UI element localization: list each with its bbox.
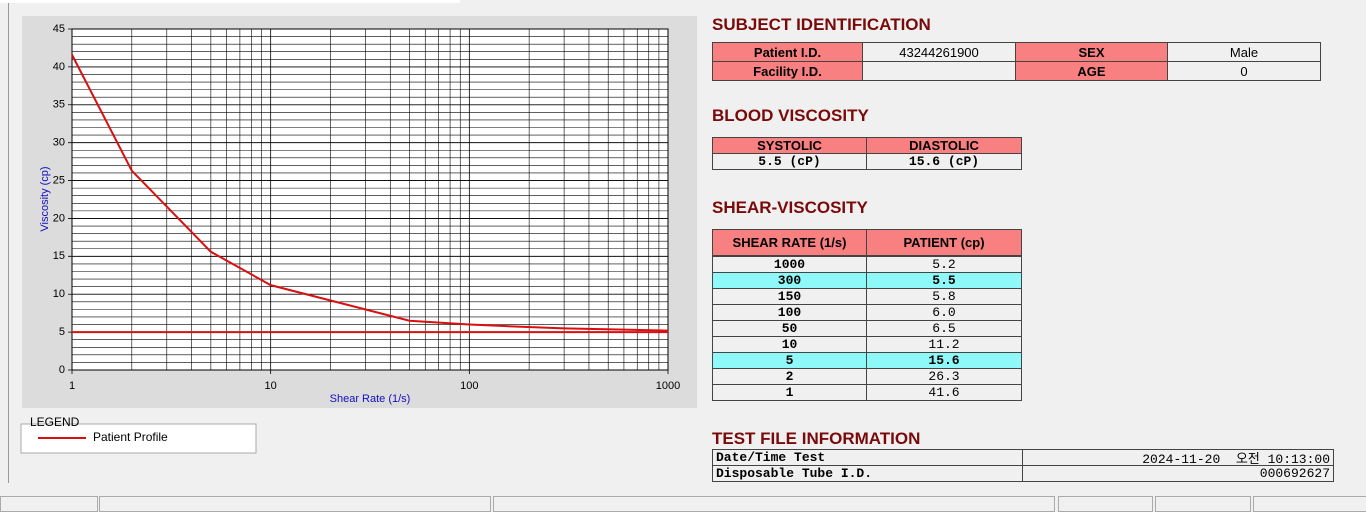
- table-cell: SHEAR RATE (1/s): [712, 229, 867, 256]
- table-cell: 300: [712, 272, 867, 289]
- x-axis-label: Shear Rate (1/s): [330, 393, 411, 405]
- x-tick-label: 1: [69, 380, 75, 392]
- table-cell: AGE: [1015, 61, 1168, 81]
- table-cell: 11.2: [866, 336, 1022, 353]
- table-cell: 26.3: [866, 368, 1022, 385]
- section-title: SUBJECT IDENTIFICATION: [712, 15, 931, 34]
- status-segment: [1155, 496, 1251, 512]
- table-cell: SYSTOLIC: [712, 137, 867, 154]
- table-cell: 5.5 (cP): [712, 153, 867, 170]
- y-tick-label: 30: [53, 137, 65, 149]
- table-cell: 0: [1167, 61, 1321, 81]
- section-title: SHEAR-VISCOSITY: [712, 198, 868, 217]
- panel-border: [8, 3, 9, 483]
- table-cell: 1: [712, 384, 867, 401]
- legend-title: LEGEND: [30, 415, 80, 429]
- table-cell: 6.0: [866, 304, 1022, 321]
- y-axis-label: Viscosity (cp): [39, 166, 51, 231]
- status-segment: [493, 496, 1055, 512]
- table-cell: Male: [1167, 42, 1321, 62]
- y-tick-label: 5: [59, 326, 65, 338]
- section-title: TEST FILE INFORMATION: [712, 429, 921, 448]
- legend-label: Patient Profile: [93, 430, 168, 444]
- table-cell: 100: [712, 304, 867, 321]
- status-segment: [99, 496, 491, 512]
- table-cell: 2024-11-20 오전 10:13:00: [1022, 449, 1334, 466]
- table-cell: [862, 61, 1016, 81]
- y-tick-label: 0: [59, 364, 65, 376]
- table-cell: 15.6 (cP): [866, 153, 1022, 170]
- table-cell: Disposable Tube I.D.: [712, 465, 1023, 482]
- x-tick-label: 10: [265, 380, 277, 392]
- y-tick-label: 20: [53, 212, 65, 224]
- y-tick-label: 40: [53, 61, 65, 73]
- x-tick-label: 100: [460, 380, 478, 392]
- chart: Shear Rate (1/s) Viscosity (cp) LEGEND 0…: [20, 16, 697, 454]
- table-cell: 000692627: [1022, 465, 1334, 482]
- y-tick-label: 45: [53, 23, 65, 35]
- table-cell: 2: [712, 368, 867, 385]
- table-cell: Facility I.D.: [712, 61, 863, 81]
- table-cell: SEX: [1015, 42, 1168, 62]
- table-cell: 5.8: [866, 288, 1022, 305]
- top-strip: [0, 0, 460, 3]
- y-tick-label: 15: [53, 250, 65, 262]
- table-cell: 10: [712, 336, 867, 353]
- table-cell: 150: [712, 288, 867, 305]
- plot-area: [71, 28, 669, 371]
- table-cell: 5: [712, 352, 867, 369]
- table-cell: 41.6: [866, 384, 1022, 401]
- table-cell: PATIENT (cp): [866, 229, 1022, 256]
- status-segment: [1058, 496, 1153, 512]
- y-tick-label: 10: [53, 288, 65, 300]
- table-cell: Patient I.D.: [712, 42, 863, 62]
- section-title: BLOOD VISCOSITY: [712, 106, 869, 125]
- table-cell: Date/Time Test: [712, 449, 1023, 466]
- table-cell: 43244261900: [862, 42, 1016, 62]
- table-cell: DIASTOLIC: [866, 137, 1022, 154]
- table-cell: 5.2: [866, 256, 1022, 273]
- status-segment: [0, 496, 98, 512]
- status-segment: [1253, 496, 1366, 512]
- table-cell: 5.5: [866, 272, 1022, 289]
- y-tick-label: 35: [53, 99, 65, 111]
- x-tick-label: 1000: [656, 380, 680, 392]
- table-cell: 50: [712, 320, 867, 337]
- table-cell: 6.5: [866, 320, 1022, 337]
- table-cell: 1000: [712, 256, 867, 273]
- table-cell: 15.6: [866, 352, 1022, 369]
- y-tick-label: 25: [53, 174, 65, 186]
- data-line: [71, 54, 669, 332]
